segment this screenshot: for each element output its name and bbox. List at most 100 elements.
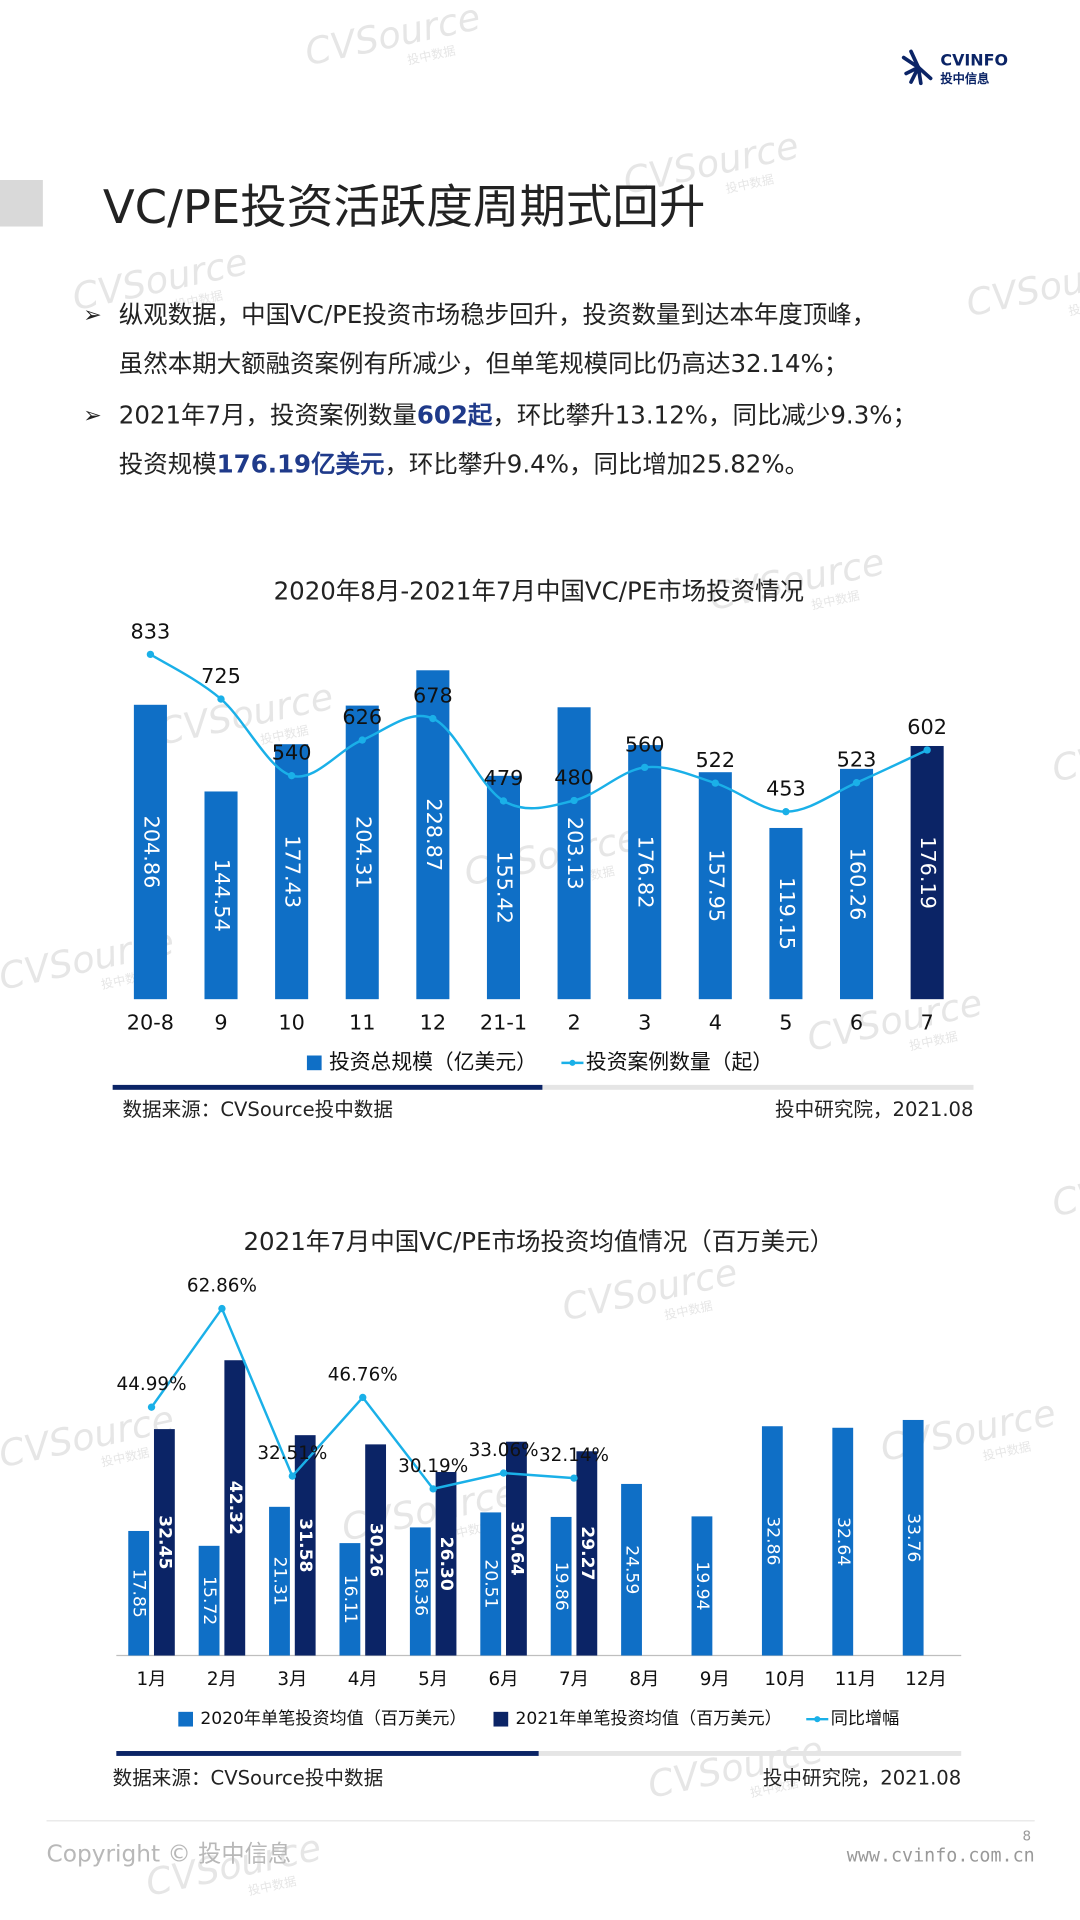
bar-value-label: 42.32 [225,1481,245,1535]
line-value-label: 678 [413,683,453,707]
bar-value-label: 160.26 [846,848,870,921]
bar [769,827,803,1000]
legend-swatch-dot [814,1716,821,1723]
line-point [288,1472,297,1480]
bar-value-label: 32.45 [154,1515,174,1569]
x-tick-label: 7 [921,1011,934,1035]
x-tick-label: 10月 [764,1669,806,1690]
legend-label: 2021年单笔投资均值（百万美元） [516,1709,782,1729]
line-value-label: 479 [484,766,524,790]
bar [339,1543,361,1656]
bullet-segment: 投资规模 [119,449,217,478]
x-tick-label: 12月 [905,1669,947,1690]
bar-value-label: 31.58 [295,1518,315,1572]
bar [628,745,662,1000]
bar-value-label: 144.54 [210,859,234,932]
bar-value-label: 30.64 [506,1522,526,1576]
line-value-label: 32.51% [257,1443,327,1464]
page-number: 8 [1022,1830,1031,1845]
line-value-label: 602 [907,715,947,739]
bullet-segment: 176.19亿美元 [217,449,385,478]
bar [345,705,379,1000]
x-tick-label: 6月 [489,1669,519,1690]
x-tick-label: 1月 [137,1669,167,1690]
legend-label: 2020年单笔投资均值（百万美元） [200,1709,466,1729]
bar [832,1427,854,1656]
bar [557,707,591,1000]
line-value-label: 33.06% [469,1440,539,1461]
x-tick-label: 4 [709,1011,722,1035]
bullet-segment: 602起 [417,400,493,429]
logo-subtext: 投中信息 [940,71,989,86]
bar-value-label: 29.27 [577,1526,597,1580]
line-value-label: 523 [837,748,877,772]
line-point [499,1469,508,1477]
chart: 2020年8月-2021年7月中国VC/PE市场投资情况 20-8 9 10 11 12 2… [112,577,974,1121]
bar-value-label: 204.31 [351,816,375,889]
x-tick-label: 3 [638,1011,651,1035]
credit-note: 投中研究院，2021.08 [763,1767,961,1790]
bar [550,1516,572,1656]
bar [224,1360,246,1656]
title-accent [0,180,43,227]
bullet-segment: 2021年7月，投资案例数量 [119,400,417,429]
bar [621,1483,642,1656]
x-tick-label: 9月 [700,1669,730,1690]
bar-value-label: 26.30 [436,1537,456,1591]
bar [269,1506,290,1656]
x-tick-label: 11月 [835,1669,877,1690]
bar-value-label: 228.87 [422,798,446,871]
legend-label: 同比增幅 [831,1709,900,1729]
line-point [429,714,437,723]
x-tick-label: 10 [278,1011,304,1035]
line-value-label: 560 [625,732,665,756]
bar-value-label: 17.85 [129,1569,149,1618]
bullet-arrow: ➢ [83,303,101,328]
bar [153,1429,175,1656]
bar [698,772,732,1000]
x-tick-label: 11 [349,1011,375,1035]
bar [128,1530,150,1656]
line-value-label: 626 [342,705,382,729]
bar-value-label: 15.72 [199,1576,219,1625]
bar [840,768,874,1000]
chart: 2021年7月中国VC/PE市场投资均值情况（百万美元） 1月 2月 3月 4月 5月 6月… [113,1227,962,1790]
bar-value-label: 21.31 [269,1557,289,1606]
line-point [429,1485,437,1493]
line-value-label: 453 [766,777,806,801]
bar-value-label: 177.43 [281,835,305,908]
bar [133,704,167,1000]
bar-value-label: 19.94 [692,1561,712,1610]
bar [294,1435,316,1656]
legend-label: 投资总规模（亿美元） [329,1050,537,1074]
line-point [570,796,578,805]
line-value-label: 62.86% [187,1276,257,1297]
legend-swatch [306,1055,322,1071]
x-tick-label: 20-8 [127,1011,174,1035]
line-value-label: 44.99% [117,1374,187,1395]
bar-value-label: 18.36 [410,1567,430,1616]
bullets: ➢ 纵观数据，中国VC/PE投资市场稳步回升，投资数量到达本年度顶峰， 虽然本期大额… [83,300,917,478]
logo-icon [901,49,933,86]
bar-value-label: 32.86 [762,1516,782,1565]
bar-value-label: 24.59 [622,1545,642,1594]
x-tick-label: 3月 [277,1669,307,1690]
source-note: 数据来源：CVSource投中数据 [113,1767,384,1790]
line-value-label: 480 [554,765,594,789]
line-value-label: 32.14% [539,1445,609,1466]
divider-light [542,1084,974,1090]
line-point [146,650,155,659]
bullet-line: 2021年7月，投资案例数量602起，环比攀升13.12%，同比减少9.3%； [119,400,917,429]
line-point [218,1304,226,1313]
legend-swatch [178,1711,194,1727]
chart-title: 2021年7月中国VC/PE市场投资均值情况（百万美元） [243,1227,834,1256]
bullet-segment: 虽然本期大额融资案例有所减少，但单笔规模同比仍高达32.14%； [119,349,848,378]
page-title: VC/PE投资活跃度周期式回升 [103,180,706,234]
bar [480,1512,502,1656]
line-point [782,807,790,816]
bar-value-label: 155.42 [492,851,516,924]
divider-light [538,1751,962,1756]
logo-text: CVINFO [940,51,1008,70]
bullet-line: 虽然本期大额融资案例有所减少，但单笔规模同比仍高达32.14%； [119,349,848,378]
